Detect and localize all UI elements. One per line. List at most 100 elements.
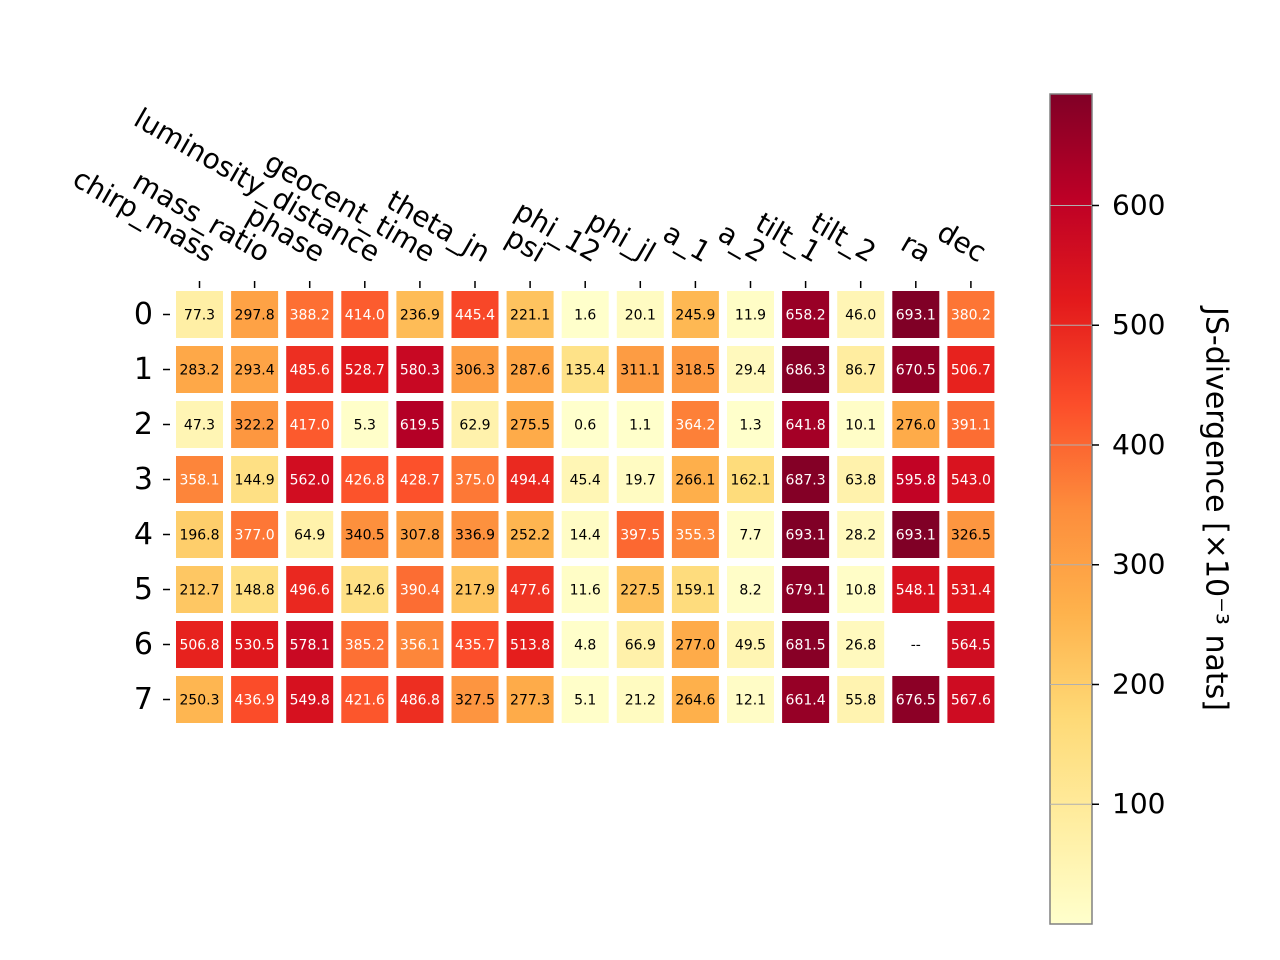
heatmap-cell-6-10 [727,621,774,668]
cell-value-label: 356.1 [400,638,440,654]
cell-value-label: 62.9 [459,418,490,434]
heatmap-cell-7-10 [727,676,774,723]
heatmap-cell-2-4 [396,401,444,448]
heatmap-cell-4-9 [671,511,719,558]
cell-value-label: 388.2 [290,308,330,324]
heatmap-cell-4-1 [231,511,279,558]
heatmap-cell-0-3 [341,291,389,338]
cell-value-label: 661.4 [786,693,826,709]
heatmap-cell-1-4 [396,346,444,393]
cell-value-label: 212.7 [179,583,219,599]
heatmap-cell-0-11 [782,291,830,338]
cell-value-label: 414.0 [345,308,385,324]
cell-value-label: 531.4 [951,583,991,599]
cell-value-label: 245.9 [675,308,715,324]
cell-value-label: 549.8 [290,693,330,709]
heatmap-cell-4-10 [727,511,774,558]
heatmap-cell-5-8 [616,566,664,613]
heatmap-cell-6-12 [837,621,885,668]
heatmap-cell-7-14 [947,676,995,723]
cell-value-label: 355.3 [675,528,715,544]
heatmap-cell-6-1 [231,621,279,668]
heatmap-cell-7-7 [561,676,609,723]
heatmap-cell-3-2 [286,456,334,503]
cell-value-label: 306.3 [455,363,495,379]
cell-value-label: 264.6 [675,693,715,709]
cell-value-label: 426.8 [345,473,385,489]
heatmap-cell-5-6 [506,566,554,613]
cell-value-label: 670.5 [896,363,936,379]
heatmap-cell-6-5 [451,621,499,668]
heatmap-cell-5-0 [176,566,223,613]
heatmap-cell-1-5 [451,346,499,393]
heatmap-cell-1-12 [837,346,885,393]
cell-value-label: 693.1 [896,308,936,324]
cell-value-label: 275.5 [510,418,550,434]
heatmap-cell-2-10 [727,401,774,448]
heatmap-cell-7-3 [341,676,389,723]
cell-value-label: 45.4 [570,473,601,489]
heatmap-cell-7-11 [782,676,830,723]
cell-value-label: 5.3 [354,418,376,434]
cell-value-label: 46.0 [845,308,876,324]
cell-value-label: 252.2 [510,528,550,544]
heatmap-cell-0-8 [616,291,664,338]
heatmap-cell-5-9 [671,566,719,613]
cell-value-label: 162.1 [730,473,770,489]
heatmap-cell-4-12 [837,511,885,558]
cell-value-label: 10.8 [845,583,876,599]
heatmap-cell-2-13 [892,401,940,448]
cell-value-label: 250.3 [179,693,219,709]
colorbar: 100 200 300 400 500 600 JS-divergence [×10⁻³ … [1049,93,1234,925]
colorbar-tick-label: 600 [1112,188,1165,221]
cell-value-label: 142.6 [345,583,385,599]
heatmap-cell-6-3 [341,621,389,668]
heatmap-cell-7-9 [671,676,719,723]
heatmap-cell-6-4 [396,621,444,668]
cell-value-label: 528.7 [345,363,385,379]
cell-value-label: 340.5 [345,528,385,544]
cell-value-label: 486.8 [400,693,440,709]
cell-value-label: 277.0 [675,638,715,654]
heatmap-cell-3-9 [671,456,719,503]
cell-value-label: -- [911,638,921,654]
heatmap-cell-4-7 [561,511,609,558]
cell-value-label: 287.6 [510,363,550,379]
cell-value-label: 8.2 [739,583,761,599]
cell-value-label: 364.2 [675,418,715,434]
cell-value-label: 276.0 [896,418,936,434]
colorbar-label: JS-divergence [×10⁻³ nats] [1199,305,1234,711]
cell-value-label: 485.6 [290,363,330,379]
heatmap-cell-1-2 [286,346,334,393]
heatmap-cell-0-7 [561,291,609,338]
cell-value-label: 196.8 [179,528,219,544]
colorbar-tick-label: 500 [1112,308,1165,341]
cell-value-label: 29.4 [735,363,766,379]
heatmap-cell-4-0 [176,511,223,558]
heatmap-cell-1-7 [561,346,609,393]
cell-value-label: 307.8 [400,528,440,544]
heatmap-cell-7-8 [616,676,664,723]
heatmap-cell-5-2 [286,566,334,613]
heatmap-cell-2-1 [231,401,279,448]
cell-value-label: 1.3 [739,418,761,434]
heatmap-cell-0-5 [451,291,499,338]
heatmap-cell-2-8 [616,401,664,448]
heatmap-cell-2-6 [506,401,554,448]
cell-value-label: 358.1 [179,473,219,489]
row-label-5: 5 [134,572,153,607]
heatmap-cell-1-10 [727,346,774,393]
colorbar-tick-label: 100 [1112,787,1165,820]
heatmap-cell-4-6 [506,511,554,558]
cell-value-label: 14.4 [570,528,601,544]
heatmap-cell-7-4 [396,676,444,723]
cell-value-label: 658.2 [786,308,826,324]
heatmap-cell-6-2 [286,621,334,668]
cell-value-label: 1.6 [574,308,596,324]
heatmap-cell-5-3 [341,566,389,613]
cell-value-label: 11.9 [735,308,766,324]
heatmap-cell-1-11 [782,346,830,393]
cell-value-label: 277.3 [510,693,550,709]
column-label-dec: dec [932,215,992,269]
heatmap-cell-6-6 [506,621,554,668]
